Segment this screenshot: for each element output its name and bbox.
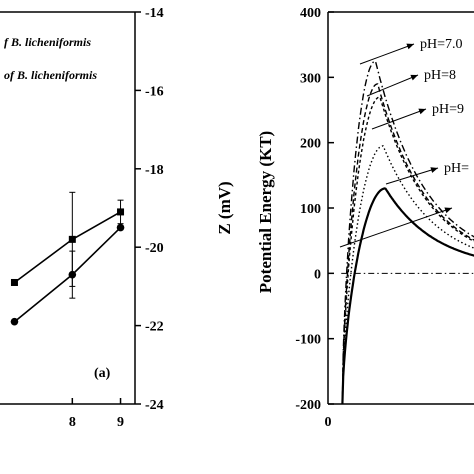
energy-tick-label: -200 <box>295 398 321 413</box>
ph-tick-label: 8 <box>69 415 76 430</box>
square-marker <box>117 208 125 216</box>
arrow-line <box>385 167 439 185</box>
energy-tick-label: 300 <box>300 71 321 86</box>
arrow-head <box>406 43 414 50</box>
curve-label-arrows <box>339 43 453 248</box>
ph-tick-label: 9 <box>117 415 124 430</box>
arrow-head <box>410 74 418 81</box>
arrow-line <box>371 108 427 130</box>
z-tick-label: -14 <box>145 6 164 21</box>
energy-curve-3 <box>341 96 474 405</box>
arrow-line <box>359 43 415 65</box>
right-y-ticks: 400 300 200 100 0 -100 -200 <box>295 6 334 413</box>
arrow-head <box>444 207 452 214</box>
left-series-markers <box>10 208 125 326</box>
z-tick-label: -16 <box>145 84 164 99</box>
potential-energy-axis-title: Potential Energy (KT) <box>256 131 275 293</box>
circle-marker <box>116 223 125 232</box>
left-error-bars <box>69 191 124 299</box>
z-series-line-1 <box>14 211 121 284</box>
z-tick-label: -18 <box>145 163 164 178</box>
arrow-line <box>339 207 453 248</box>
curve-label-2: pH=8 <box>424 68 456 83</box>
curve-label-3: pH=9 <box>432 102 464 117</box>
square-marker <box>10 278 18 286</box>
energy-tick-label: 200 <box>300 137 321 152</box>
z-tick-label: -24 <box>145 398 164 413</box>
distance-tick-label: 0 <box>325 415 332 430</box>
circle-marker <box>68 270 77 279</box>
z-axis-title: Z (mV) <box>215 181 234 234</box>
square-marker <box>68 235 76 243</box>
potential-energy-curves <box>341 60 474 405</box>
panel-label-a: (a) <box>94 366 111 381</box>
arrow-head <box>430 167 438 173</box>
curve-labels: pH=7.0 pH=8 pH=9 pH= <box>420 37 469 176</box>
left-y-ticks: -14 -16 -18 -20 -22 -24 <box>135 6 164 413</box>
energy-tick-label: -100 <box>295 333 321 348</box>
z-tick-label: -22 <box>145 320 164 335</box>
legend-entry-2: of B. licheniformis <box>4 68 97 82</box>
energy-tick-label: 400 <box>300 6 321 21</box>
z-series-line-2 <box>13 227 122 323</box>
circle-marker <box>10 317 19 326</box>
arrow-line <box>366 74 419 97</box>
energy-curve-2 <box>341 83 474 405</box>
energy-tick-label: 100 <box>300 202 321 217</box>
arrow-head <box>418 108 426 115</box>
left-series-lines <box>13 211 122 323</box>
right-x-ticks: 0 <box>325 415 332 430</box>
energy-curve-5 <box>341 187 474 405</box>
curve-label-4: pH= <box>444 161 469 176</box>
energy-curve-4 <box>341 145 474 405</box>
energy-curve-1 <box>341 60 474 405</box>
legend-entry-1: f B. licheniformis <box>4 35 91 49</box>
curve-label-1: pH=7.0 <box>420 37 463 52</box>
energy-tick-label: 0 <box>314 267 321 282</box>
z-tick-label: -20 <box>145 241 164 256</box>
